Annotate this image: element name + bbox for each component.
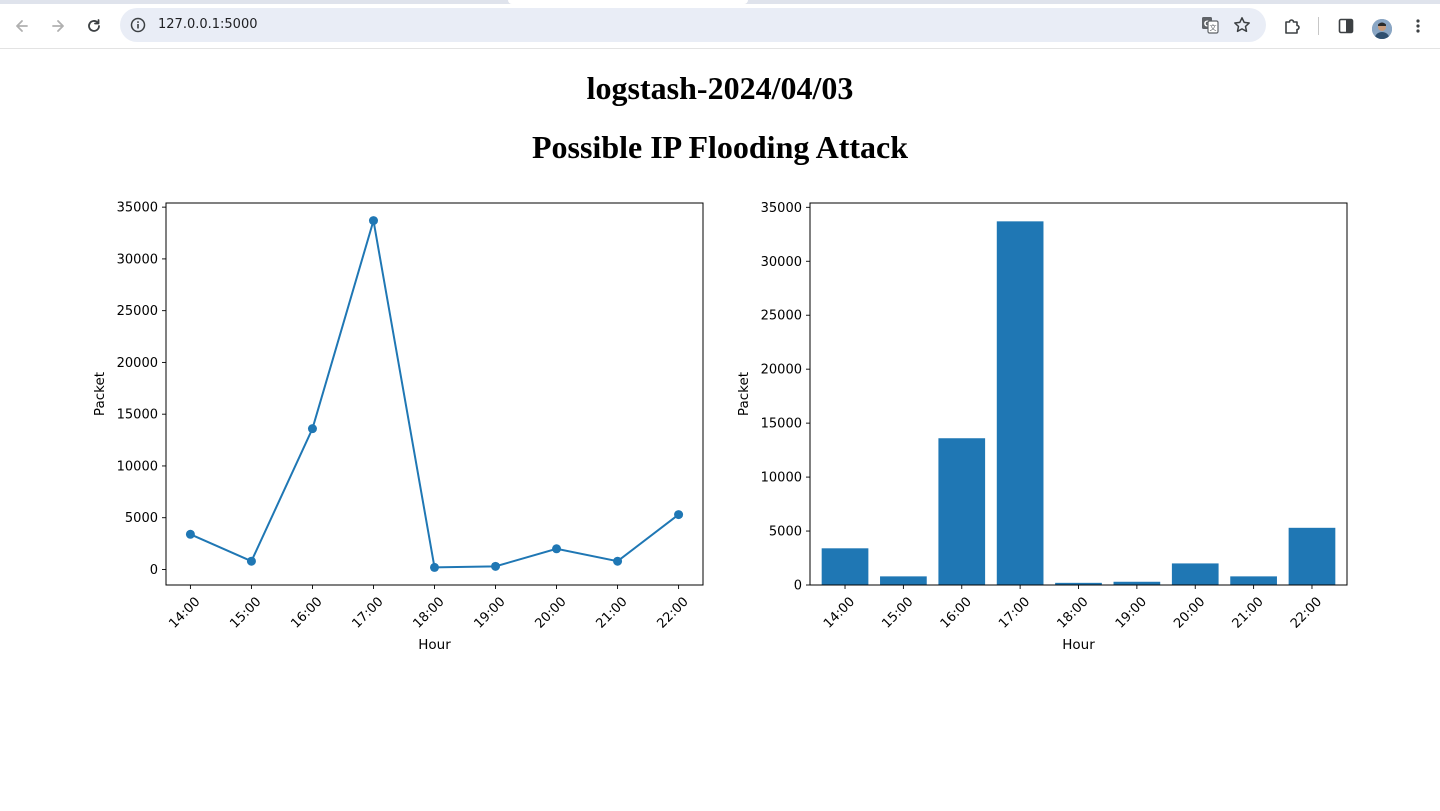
bar bbox=[880, 576, 927, 585]
x-tick-label: 14:00 bbox=[821, 594, 858, 631]
plot-frame bbox=[809, 202, 1348, 586]
data-point bbox=[613, 556, 623, 566]
bar bbox=[1113, 581, 1161, 585]
y-tick-label: 10000 bbox=[117, 459, 158, 474]
reload-icon bbox=[88, 19, 100, 32]
forward-button[interactable] bbox=[42, 10, 74, 42]
svg-text:文: 文 bbox=[1210, 23, 1217, 32]
x-tick-label: 22:00 bbox=[1288, 594, 1325, 631]
x-tick-label: 15:00 bbox=[879, 594, 916, 631]
page-subtitle: Possible IP Flooding Attack bbox=[531, 129, 909, 165]
x-axis-label: Hour bbox=[1062, 637, 1095, 653]
kebab-menu-icon bbox=[1416, 19, 1420, 33]
puzzle-icon bbox=[1285, 19, 1300, 34]
y-tick-label: 35000 bbox=[117, 201, 158, 216]
y-tick-label: 0 bbox=[150, 563, 158, 578]
bar bbox=[938, 438, 986, 585]
bar bbox=[1171, 563, 1219, 585]
extensions-button[interactable] bbox=[1276, 10, 1308, 42]
y-tick-label: 5000 bbox=[125, 511, 158, 526]
bar bbox=[1055, 582, 1102, 585]
x-tick-label: 19:00 bbox=[471, 594, 508, 631]
data-point bbox=[552, 544, 562, 554]
y-tick-label: 20000 bbox=[117, 356, 158, 371]
x-tick-label: 21:00 bbox=[594, 594, 631, 631]
plot-frame bbox=[165, 202, 704, 586]
tab-strip bbox=[0, 0, 1440, 4]
y-tick-label: 25000 bbox=[117, 304, 158, 319]
y-tick-label: 25000 bbox=[761, 309, 802, 324]
data-point bbox=[430, 562, 439, 572]
x-tick-label: 20:00 bbox=[532, 594, 569, 631]
forward-arrow-icon bbox=[52, 20, 64, 32]
url-input[interactable] bbox=[158, 8, 1058, 42]
y-axis-label: Packet bbox=[736, 372, 752, 416]
site-info-icon[interactable] bbox=[128, 15, 148, 35]
svg-text:G: G bbox=[1204, 20, 1211, 29]
x-tick-label: 16:00 bbox=[938, 594, 975, 631]
browser-menu-button[interactable] bbox=[1402, 10, 1434, 42]
y-axis-label: Packet bbox=[92, 372, 108, 416]
x-tick-label: 20:00 bbox=[1171, 594, 1208, 631]
x-tick-label: 19:00 bbox=[1113, 594, 1150, 631]
y-tick-label: 15000 bbox=[117, 408, 158, 423]
browser-toolbar: G文 bbox=[0, 4, 1440, 49]
x-tick-label: 18:00 bbox=[410, 594, 447, 631]
data-point bbox=[674, 510, 684, 520]
bar bbox=[821, 548, 869, 585]
y-tick-label: 20000 bbox=[761, 363, 802, 378]
x-tick-label: 22:00 bbox=[655, 594, 692, 631]
back-arrow-icon bbox=[16, 20, 28, 32]
bar bbox=[996, 221, 1044, 585]
address-bar[interactable]: G文 bbox=[120, 8, 1266, 42]
side-panel-icon bbox=[1338, 18, 1354, 34]
bar bbox=[1288, 527, 1336, 585]
page-title: logstash-2024/04/03 bbox=[586, 70, 854, 106]
data-point bbox=[307, 424, 317, 434]
bookmark-star-icon[interactable] bbox=[1230, 14, 1254, 36]
data-point bbox=[491, 561, 501, 571]
data-point bbox=[246, 556, 256, 566]
back-button[interactable] bbox=[6, 10, 38, 42]
side-panel-button[interactable] bbox=[1330, 10, 1362, 42]
active-tab-edge bbox=[508, 0, 748, 4]
x-tick-label: 17:00 bbox=[349, 594, 386, 631]
y-tick-label: 30000 bbox=[761, 255, 802, 270]
x-tick-label: 18:00 bbox=[1054, 594, 1091, 631]
x-tick-label: 16:00 bbox=[288, 594, 325, 631]
data-point bbox=[185, 529, 195, 539]
x-axis-label: Hour bbox=[418, 637, 451, 653]
y-tick-label: 10000 bbox=[761, 471, 802, 486]
data-point bbox=[368, 216, 378, 226]
y-tick-label: 0 bbox=[794, 579, 802, 594]
line-chart: 0 5000 10000 15000 20000 25000 30000 35000 14:00… bbox=[92, 201, 704, 653]
x-tick-label: 14:00 bbox=[166, 594, 203, 631]
reload-button[interactable] bbox=[78, 10, 110, 42]
bar-chart: 0 5000 10000 15000 20000 25000 30000 35000 14:00… bbox=[736, 201, 1348, 653]
toolbar-divider bbox=[1318, 17, 1319, 35]
profile-avatar[interactable] bbox=[1372, 19, 1392, 39]
y-tick-label: 30000 bbox=[117, 252, 158, 267]
x-tick-label: 17:00 bbox=[996, 594, 1033, 631]
y-tick-label: 15000 bbox=[761, 417, 802, 432]
bar bbox=[1230, 576, 1277, 585]
x-tick-label: 15:00 bbox=[227, 594, 264, 631]
y-tick-label: 5000 bbox=[769, 525, 802, 540]
x-tick-label: 21:00 bbox=[1230, 594, 1267, 631]
series-line bbox=[190, 220, 680, 569]
y-tick-label: 35000 bbox=[761, 201, 802, 216]
